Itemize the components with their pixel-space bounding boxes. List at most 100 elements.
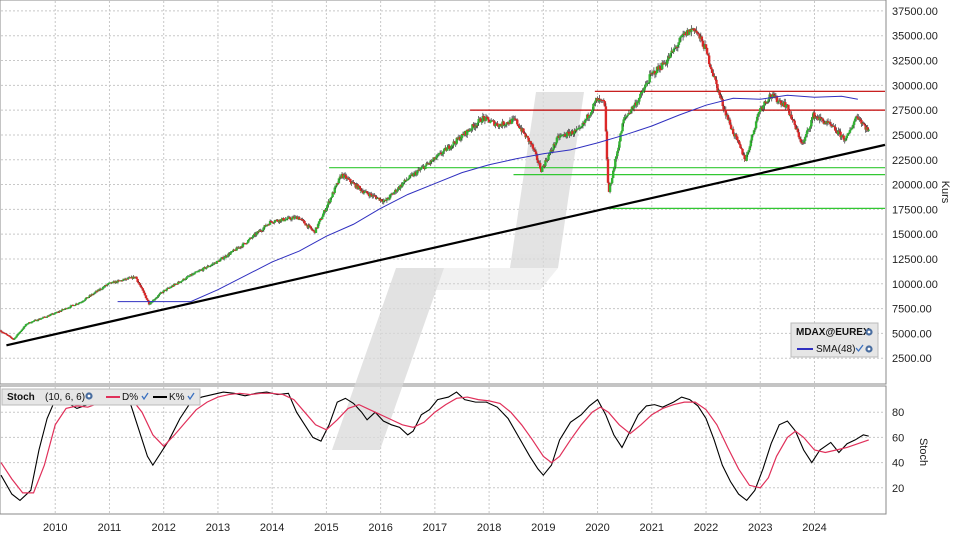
candle-body <box>487 119 491 123</box>
check-icon[interactable] <box>855 344 864 353</box>
candle-body <box>26 323 30 325</box>
candle-body <box>558 135 562 138</box>
candle-body <box>622 119 625 124</box>
candle-body <box>494 124 497 126</box>
candle-body <box>336 183 340 185</box>
check-icon[interactable] <box>141 392 149 401</box>
candle-body <box>408 175 412 179</box>
candle-body <box>484 116 488 121</box>
candle-body <box>143 292 147 296</box>
candle-body <box>690 28 693 32</box>
gear-icon[interactable] <box>865 328 873 336</box>
candle-body <box>327 201 330 205</box>
candle-body <box>615 156 618 159</box>
candle-body <box>308 225 311 227</box>
candle-body <box>798 137 802 140</box>
candle-body <box>144 295 148 299</box>
legend-sma-label: SMA(48) <box>816 344 855 355</box>
candle-body <box>647 82 650 84</box>
candle-body <box>617 147 620 152</box>
candle-body <box>771 93 774 98</box>
candle-body <box>307 225 310 228</box>
candle-body <box>682 33 686 35</box>
stoch-legend-title: Stoch <box>7 392 35 403</box>
candle-body <box>527 137 530 142</box>
candle-body <box>552 143 555 150</box>
candle-body <box>719 95 722 98</box>
candle-body <box>529 141 533 145</box>
candle-body <box>551 149 554 151</box>
candle-body <box>676 44 680 48</box>
candle-body <box>83 300 86 302</box>
candle-body <box>644 84 647 88</box>
candle-body <box>392 192 396 194</box>
candlesticks <box>0 25 870 340</box>
candle-body <box>330 197 333 199</box>
candle-body <box>716 84 719 91</box>
candle-body <box>235 247 238 251</box>
candle-body <box>693 28 696 32</box>
candle-body <box>691 28 694 30</box>
candle-body <box>421 166 424 169</box>
check-icon[interactable] <box>187 392 195 401</box>
candle-body <box>602 99 606 102</box>
candle-body <box>665 63 668 65</box>
candle-body <box>402 182 405 184</box>
candle-body <box>518 126 521 129</box>
candle-body <box>768 94 771 100</box>
candle-body <box>238 247 242 249</box>
stoch-y-axis: 20 40 60 80 <box>892 407 904 495</box>
candle-body <box>598 98 601 101</box>
x-axis: 2010 2011 2012 2013 2014 2015 2016 2017 2018 2019… <box>43 522 827 534</box>
candle-body <box>677 42 681 45</box>
candle-body <box>298 217 301 220</box>
candle-body <box>618 141 621 148</box>
price-y-axis: 2500.00 5000.00 7500.00 10000.00 12500.00 150… <box>892 6 938 365</box>
candle-body <box>22 326 26 329</box>
gear-icon[interactable] <box>865 345 873 353</box>
candle-body <box>564 134 567 137</box>
candle-body <box>428 163 431 165</box>
candle-body <box>365 191 369 194</box>
candle-body <box>459 138 463 141</box>
candle-body <box>860 119 863 124</box>
candle-body <box>606 159 610 183</box>
candle-body <box>766 101 769 103</box>
candle-body <box>746 152 749 155</box>
candle-body <box>268 221 272 225</box>
candle-body <box>850 127 854 130</box>
y-tick-label: 30000.00 <box>892 80 938 92</box>
candle-body <box>546 159 549 161</box>
candle-body <box>481 116 485 122</box>
candle-body <box>835 130 838 132</box>
candle-body <box>472 124 475 126</box>
candle-body <box>785 105 788 108</box>
x-tick-label: 2020 <box>585 522 609 534</box>
candle-body <box>828 121 832 125</box>
candle-body <box>352 182 355 184</box>
candle-body <box>769 94 772 97</box>
candle-body <box>188 275 191 277</box>
y-tick-label: 27500.00 <box>892 105 938 117</box>
candle-body <box>76 303 80 305</box>
candle-body <box>639 93 642 98</box>
candle-body <box>642 90 645 92</box>
candle-body <box>274 220 277 222</box>
candle-body <box>226 256 229 258</box>
candle-body <box>154 298 157 300</box>
candle-body <box>533 149 537 152</box>
candle-body <box>14 337 17 339</box>
candle-body <box>506 122 510 124</box>
candle-body <box>176 283 179 285</box>
candle-body <box>859 118 862 120</box>
candle-body <box>688 29 691 35</box>
candle-body <box>146 299 150 302</box>
candle-body <box>608 184 612 192</box>
candle-body <box>748 146 752 151</box>
candle-body <box>764 101 767 103</box>
candle-body <box>829 124 833 126</box>
gear-icon[interactable] <box>85 392 93 400</box>
candle-body <box>452 141 455 146</box>
candle-body <box>655 66 659 74</box>
candle-body <box>752 130 756 135</box>
